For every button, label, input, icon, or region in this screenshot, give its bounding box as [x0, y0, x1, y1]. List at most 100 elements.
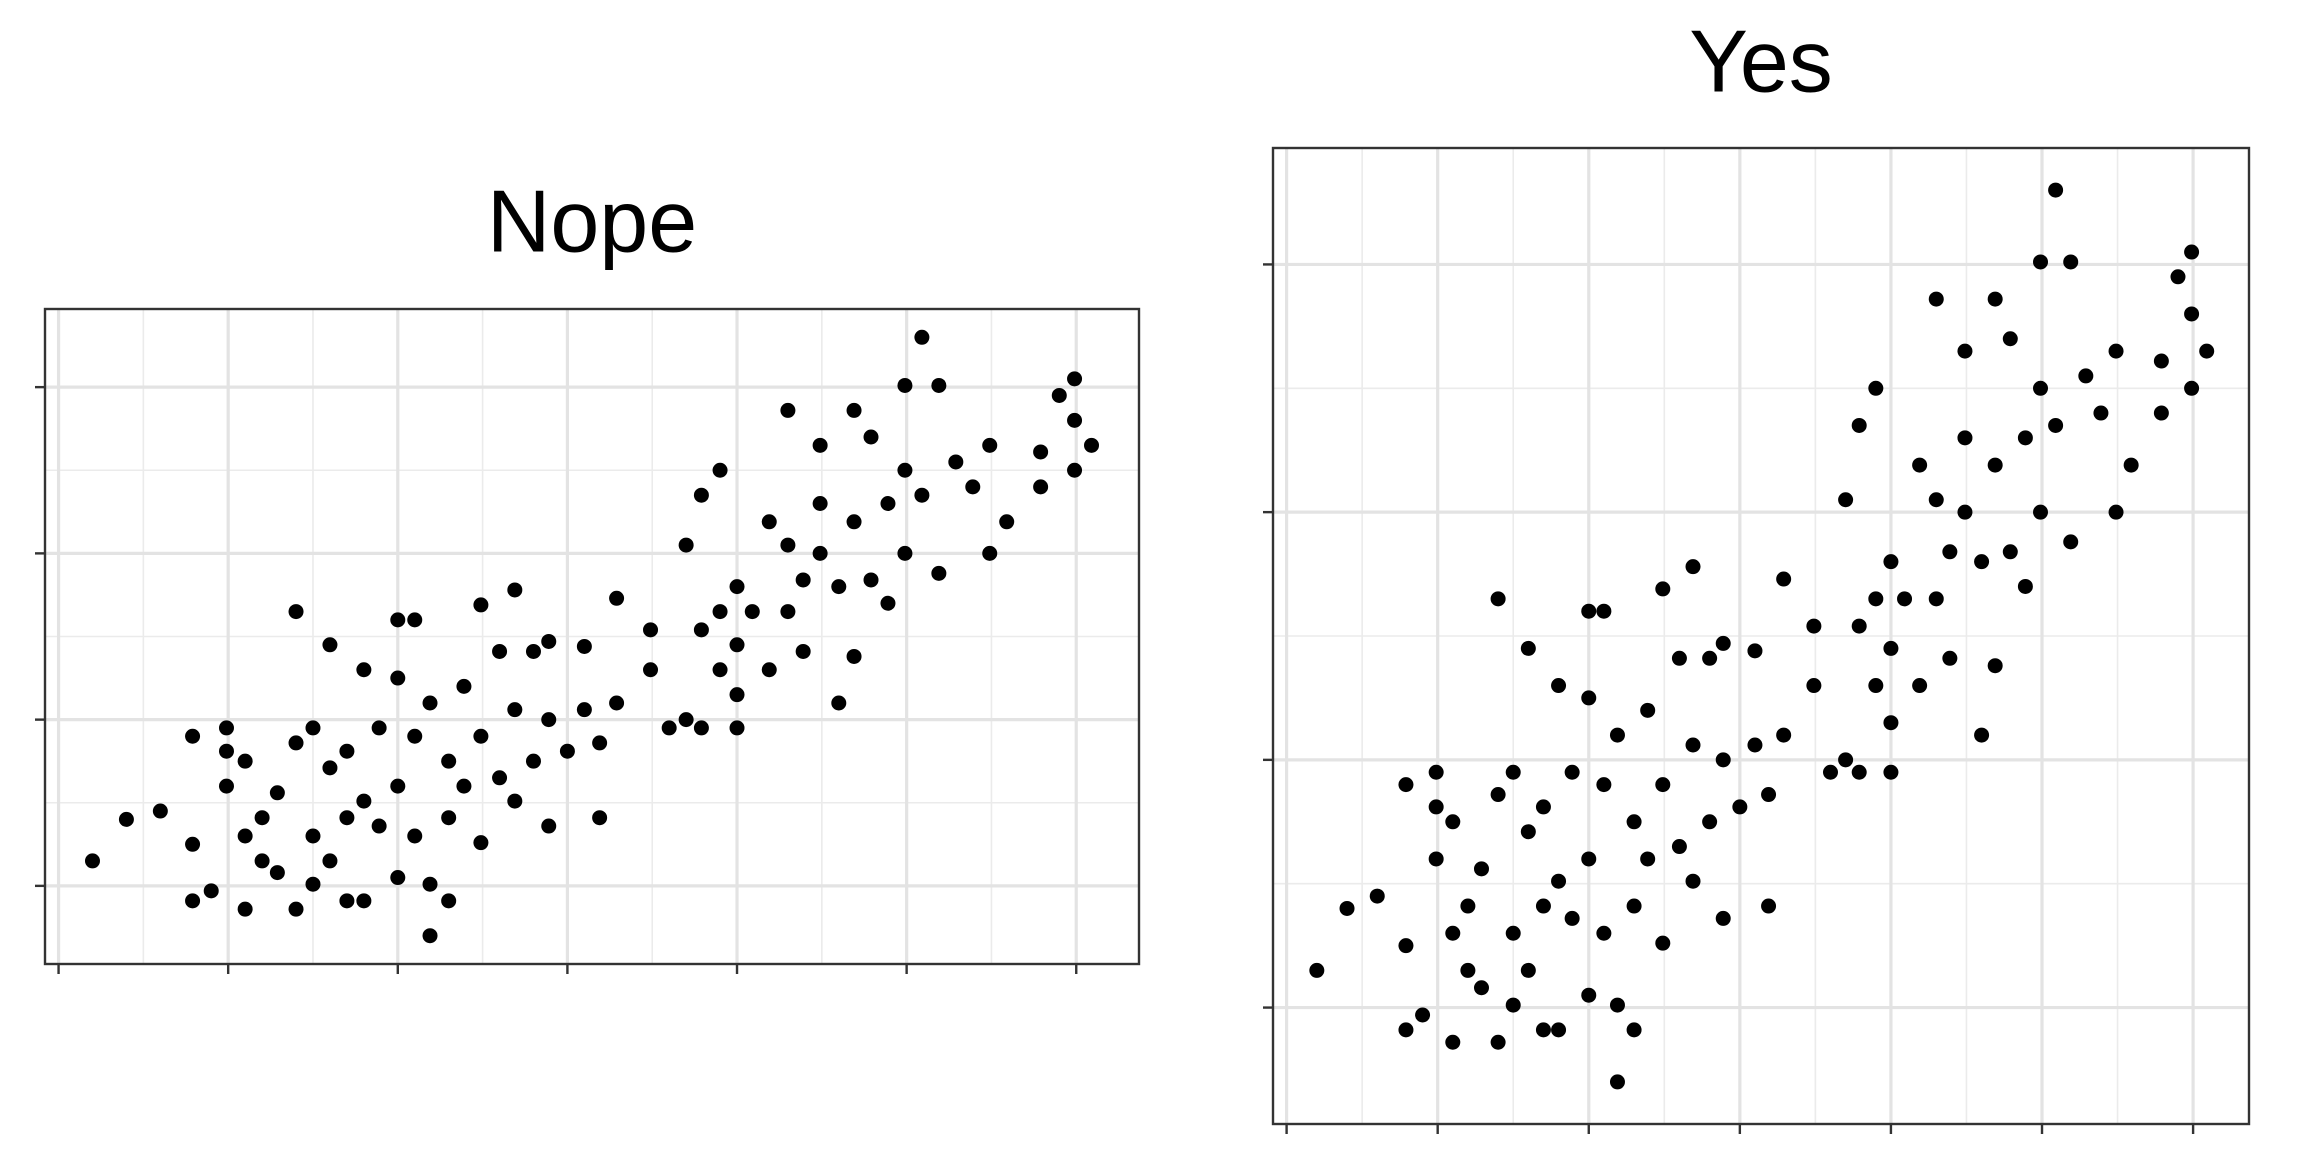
scatter-point: [356, 793, 372, 809]
scatter-point: [1445, 925, 1461, 941]
scatter-point: [1883, 715, 1899, 731]
scatter-point: [2199, 343, 2215, 359]
scatter-point: [1460, 962, 1476, 978]
scatter-point: [1445, 1034, 1461, 1050]
scatter-point: [1776, 571, 1792, 587]
scatter-point: [1551, 873, 1567, 889]
scatter-point: [1685, 737, 1701, 753]
scatter-point: [846, 648, 862, 664]
scatter-point: [1564, 910, 1580, 926]
scatter-point: [254, 853, 270, 869]
scatter-point: [441, 753, 457, 769]
scatter-point: [1732, 799, 1748, 815]
scatter-point: [1702, 650, 1718, 666]
scatter-point: [914, 329, 930, 345]
scatter-point: [1822, 764, 1838, 780]
scatter-point: [678, 537, 694, 553]
scatter-point: [322, 853, 338, 869]
scatter-point: [1564, 764, 1580, 780]
scatter-point: [422, 876, 438, 892]
scatter-point: [982, 545, 998, 561]
scatter-point: [305, 876, 321, 892]
scatter-point: [880, 595, 896, 611]
scatter-point: [422, 928, 438, 944]
scatter-point: [678, 712, 694, 728]
scatter-point: [1535, 1022, 1551, 1038]
scatter-point: [2063, 534, 2079, 550]
scatter-point: [1033, 479, 1049, 495]
scatter-point: [185, 836, 201, 852]
scatter-point: [693, 487, 709, 503]
scatter-point: [1912, 678, 1928, 694]
scatter-point: [729, 579, 745, 595]
scatter-point: [897, 545, 913, 561]
scatter-point: [1596, 777, 1612, 793]
scatter-point: [931, 377, 947, 393]
scatter-point: [1987, 291, 2003, 307]
scatter-point: [288, 604, 304, 620]
scatter-point: [237, 828, 253, 844]
scatter-point: [1473, 861, 1489, 877]
scatter-point: [1868, 678, 1884, 694]
scatter-point: [407, 612, 423, 628]
scatter-point: [914, 487, 930, 503]
scatter-point: [1974, 727, 1990, 743]
scatter-point: [441, 810, 457, 826]
scatter-point: [407, 828, 423, 844]
scatter-point: [322, 760, 338, 776]
plot-border: [1271, 146, 2251, 1126]
scatter-point: [999, 514, 1015, 530]
scatter-point: [1685, 873, 1701, 889]
scatter-point: [780, 537, 796, 553]
scatter-point: [1460, 898, 1476, 914]
scatter-point: [269, 785, 285, 801]
scatter-point: [1974, 554, 1990, 570]
scatter-point: [897, 462, 913, 478]
scatter-point: [1715, 752, 1731, 768]
scatter-point: [1428, 851, 1444, 867]
scatter-point: [1609, 997, 1625, 1013]
scatter-point: [1339, 900, 1355, 916]
scatter-point: [592, 810, 608, 826]
scatter-point: [812, 545, 828, 561]
scatter-point: [1067, 462, 1083, 478]
scatter-point: [2002, 544, 2018, 560]
scatter-point: [1505, 997, 1521, 1013]
scatter-point: [254, 810, 270, 826]
scatter-point: [541, 712, 557, 728]
plot-border: [43, 307, 1141, 966]
scatter-point: [1535, 799, 1551, 815]
scatter-point: [1897, 591, 1913, 607]
scatter-point: [1747, 737, 1763, 753]
scatter-point: [761, 514, 777, 530]
scatter-point: [473, 597, 489, 613]
scatter-point: [1505, 925, 1521, 941]
scatter-point: [880, 496, 896, 512]
scatter-point: [288, 735, 304, 751]
scatter-point: [831, 695, 847, 711]
scatter-point: [2108, 343, 2124, 359]
scatter-point: [1957, 504, 1973, 520]
scatter-point: [831, 579, 847, 595]
scatter-point: [339, 893, 355, 909]
scatter-point: [1671, 650, 1687, 666]
scatter-point: [1640, 702, 1656, 718]
scatter-point: [492, 770, 508, 786]
scatter-point: [1987, 457, 2003, 473]
scatter-point: [1715, 635, 1731, 651]
scatter-point: [1428, 764, 1444, 780]
scatter-point: [152, 803, 168, 819]
scatter-point: [643, 622, 659, 638]
scatter-point: [1505, 764, 1521, 780]
scatter-point: [1551, 1022, 1567, 1038]
scatter-point: [1912, 457, 1928, 473]
scatter-point: [1490, 1034, 1506, 1050]
scatter-point: [541, 633, 557, 649]
scatter-point: [1626, 1022, 1642, 1038]
scatter-point: [2108, 504, 2124, 520]
scatter-point: [744, 604, 760, 620]
scatter-point: [2063, 254, 2079, 270]
scatter-point: [1581, 987, 1597, 1003]
scatter-point: [1473, 980, 1489, 996]
